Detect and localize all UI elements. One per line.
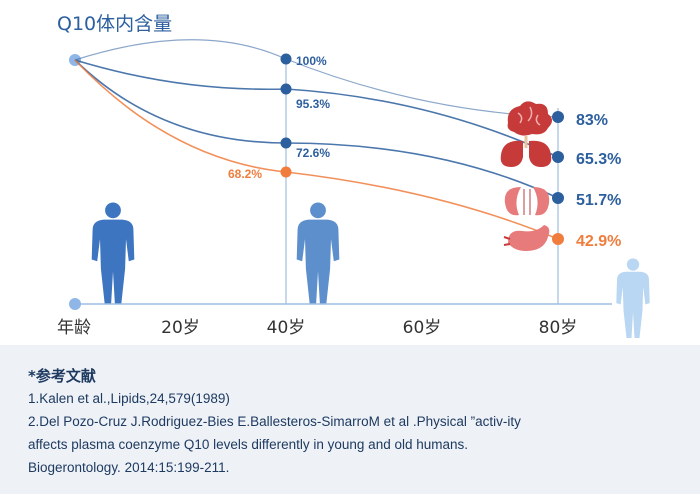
lungs-icon-trachea [524, 136, 528, 148]
brain-icon-folds [517, 106, 541, 126]
x-axis-label: 年龄 [57, 318, 91, 338]
data-label-40-series-2: 95.3% [296, 97, 330, 111]
data-label-40-series-1: 100% [296, 54, 327, 68]
adult-person-icon-head [310, 202, 326, 219]
adult-person-icon [296, 202, 340, 304]
young-person-icon-head [105, 202, 121, 219]
series-line-3 [74, 59, 559, 199]
data-label-80-series-3: 51.7% [576, 192, 621, 209]
data-point-80-series-4 [552, 233, 564, 245]
kidneys-icon-left [504, 187, 521, 216]
lungs-icon [500, 136, 552, 167]
x-tick-label-80: 80岁 [539, 318, 578, 338]
data-label-80-series-1: 83% [576, 112, 608, 129]
young-person-icon-body [91, 219, 135, 304]
x-tick-label-20: 20岁 [161, 318, 200, 338]
brain-icon [507, 101, 552, 136]
stomach-icon-valve [503, 236, 511, 246]
kidneys-icon [504, 187, 550, 216]
x-tick-label-40: 40岁 [267, 318, 306, 338]
references-title: *参考文献 [28, 367, 96, 385]
data-point-80-series-1 [552, 111, 564, 123]
reference-line-1: 1.Kalen et al.,Lipids,24,579(1989) [28, 391, 230, 406]
data-label-40-series-4: 68.2% [228, 167, 262, 181]
data-label-80-series-4: 42.9% [576, 233, 621, 250]
data-point-80-series-3 [552, 192, 564, 204]
lungs-icon-left [500, 140, 523, 167]
reference-line-4: Biogerontology. 2014:15:199-211. [28, 460, 230, 475]
data-point-40-series-3 [280, 137, 292, 149]
data-point-40-series-1 [280, 53, 292, 65]
adult-person-icon-body [296, 219, 340, 304]
elder-person-icon-head [626, 258, 640, 271]
kidneys-icon-right [533, 187, 550, 216]
stomach-icon-shape [508, 225, 550, 251]
data-label-40-series-3: 72.6% [296, 146, 330, 160]
x-tick-label-60: 60岁 [403, 318, 442, 338]
kidneys-icon-vessels [523, 189, 531, 215]
data-point-80-series-2 [552, 151, 564, 163]
young-person-icon [91, 202, 135, 304]
data-point-40-series-4 [280, 166, 292, 178]
axis-origin-dot [69, 298, 81, 310]
stomach-icon [503, 225, 550, 251]
data-point-40-series-2 [280, 83, 292, 95]
references-panel [0, 345, 700, 494]
reference-line-2: 2.Del Pozo-Cruz J.Rodriguez-Bies E.Balle… [28, 414, 521, 429]
data-label-80-series-2: 65.3% [576, 151, 621, 168]
reference-line-3: affects plasma coenzyme Q10 levels diffe… [28, 437, 469, 452]
chart-title: Q10体内含量 [57, 13, 172, 35]
elder-person-icon-body [616, 271, 650, 338]
lungs-icon-right [529, 140, 552, 167]
elder-person-icon [616, 258, 650, 338]
